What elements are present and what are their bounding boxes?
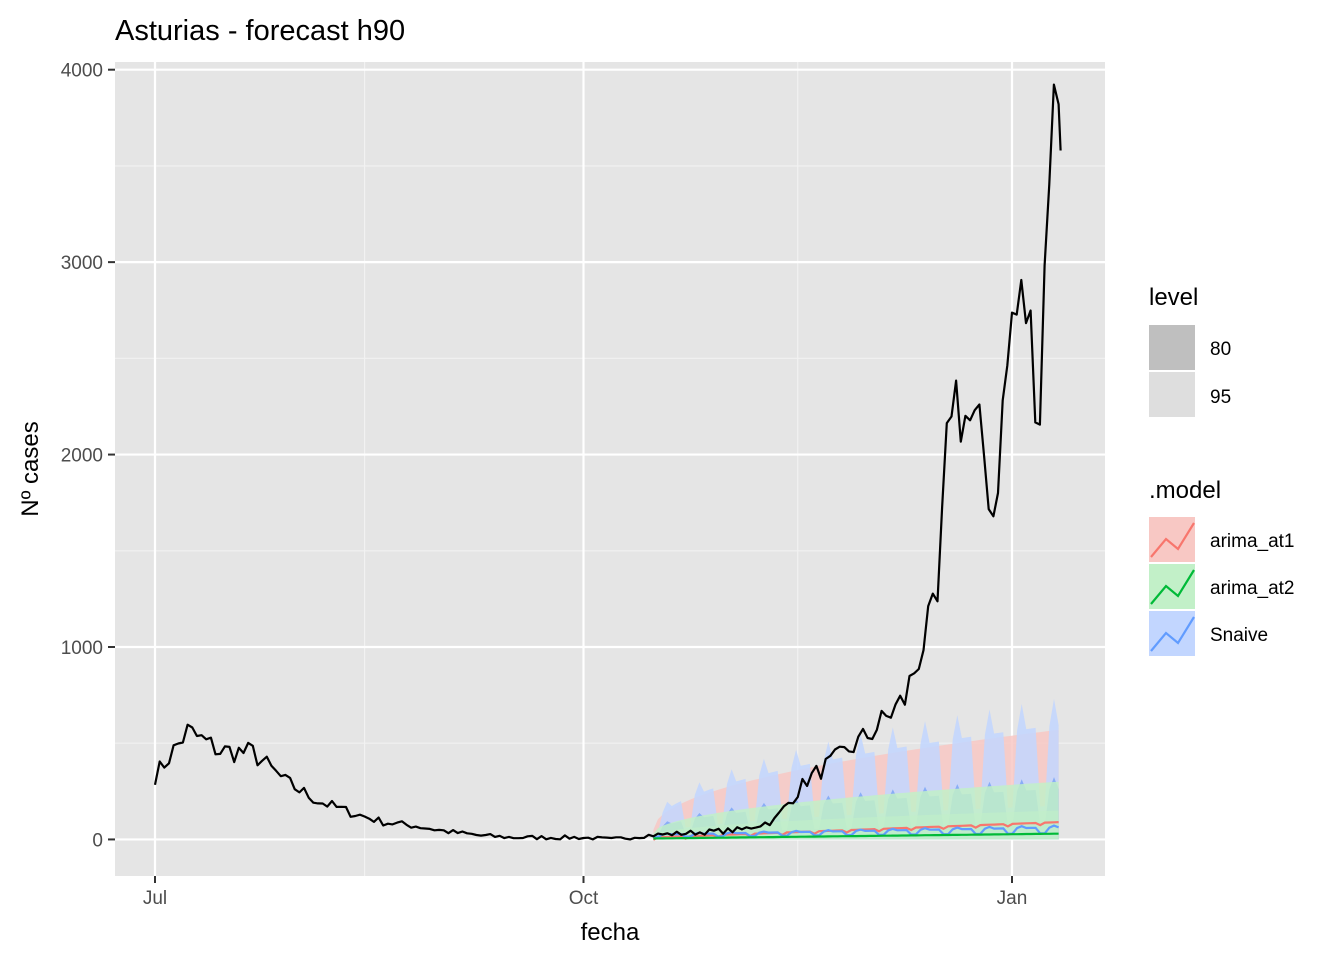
legend: level 80 95 .model arima_at1 arima_at2 Sna… [1149, 284, 1295, 656]
legend-level-80-label: 80 [1210, 339, 1231, 360]
y-axis: 0 1000 2000 3000 4000 [61, 61, 115, 851]
legend-level-80-key [1149, 325, 1195, 370]
legend-level-95-key [1149, 372, 1195, 417]
legend-key-line-arima_at1 [1150, 522, 1195, 558]
mean-line-Snaive [653, 824, 1060, 839]
forecast-means [652, 821, 1060, 841]
y-tick-label: 0 [92, 830, 103, 851]
y-tick-label: 4000 [61, 61, 103, 82]
x-tick-label: Jan [997, 888, 1028, 909]
x-tick-label: Jul [143, 888, 167, 909]
y-tick-label: 2000 [61, 446, 103, 467]
legend-key-Snaive [1149, 611, 1195, 656]
x-tick-label: Oct [569, 888, 599, 909]
y-tick-label: 1000 [61, 638, 103, 659]
legend-level-95-label: 95 [1210, 387, 1231, 408]
mean-line-arima_at2 [653, 832, 1059, 840]
x-axis: Jul Oct Jan [143, 876, 1027, 909]
plot-panel [115, 62, 1105, 876]
legend-key-line-Snaive [1150, 616, 1195, 652]
legend-label-Snaive: Snaive [1210, 625, 1268, 646]
legend-level-title: level [1149, 284, 1198, 311]
chart-title: Asturias - forecast h90 [115, 15, 405, 47]
legend-label-arima_at2: arima_at2 [1210, 578, 1295, 599]
legend-label-arima_at1: arima_at1 [1210, 531, 1295, 552]
grid-minor [115, 62, 1105, 876]
y-tick-label: 3000 [61, 253, 103, 274]
forecast-bands [653, 698, 1059, 840]
x-axis-title: fecha [581, 919, 640, 946]
legend-key-arima_at1 [1149, 517, 1195, 562]
legend-key-arima_at2 [1149, 564, 1195, 609]
legend-model-title: .model [1149, 477, 1221, 504]
grid-major [115, 62, 1105, 876]
observed-series [153, 83, 1062, 841]
observed-line [153, 83, 1062, 841]
y-axis-title: Nº cases [17, 421, 44, 516]
legend-key-line-arima_at2 [1150, 569, 1195, 605]
band-80-arima_at2 [653, 810, 1059, 840]
